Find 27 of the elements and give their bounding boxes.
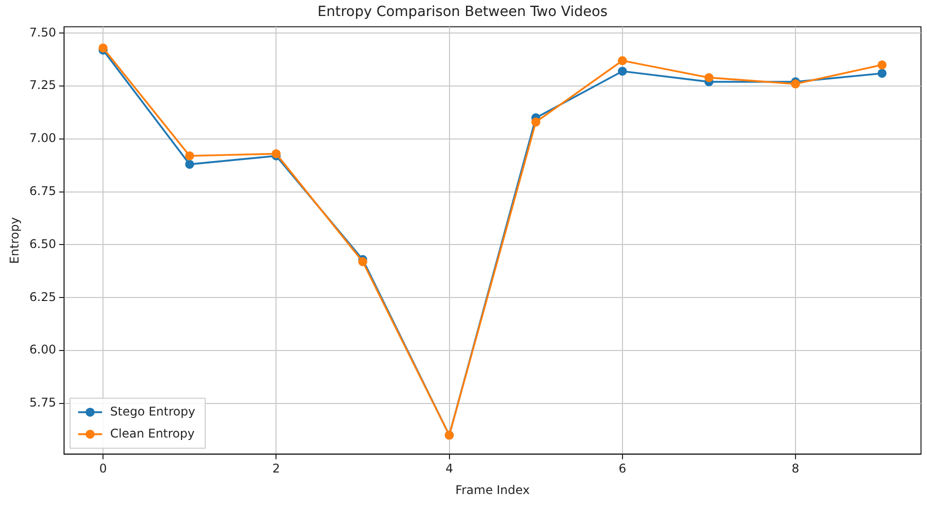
point	[878, 68, 887, 78]
y-tick-label: 6.25	[29, 290, 56, 304]
y-tick-label: 6.50	[29, 236, 56, 251]
point	[531, 118, 540, 127]
point	[185, 160, 194, 169]
y-tick-label: 5.75	[29, 396, 56, 410]
point	[618, 56, 627, 66]
legend-label: Clean Entropy	[110, 426, 195, 440]
x-tick-label: 6	[618, 462, 626, 476]
y-tick-label: 6.00	[29, 342, 56, 357]
point	[185, 151, 194, 160]
point	[618, 66, 627, 76]
x-tick-label: 2	[272, 462, 280, 476]
x-tick-label: 0	[99, 462, 107, 476]
x-tick-label: 8	[792, 462, 800, 476]
point	[704, 73, 714, 82]
x-axis-title: Frame Index	[455, 482, 530, 497]
chart-title: Entropy Comparison Between Two Videos	[317, 4, 608, 20]
point	[98, 43, 108, 52]
y-tick-label: 6.75	[29, 184, 56, 198]
x-tick-label: 4	[445, 462, 454, 476]
y-tick-label: 7.25	[29, 78, 56, 92]
legend-label: Stego Entropy	[110, 404, 196, 418]
y-axis-title: Entropy	[7, 217, 22, 264]
y-tick-label: 7.50	[29, 25, 56, 40]
y-tick-label: 7.00	[29, 131, 56, 146]
point	[878, 60, 887, 70]
